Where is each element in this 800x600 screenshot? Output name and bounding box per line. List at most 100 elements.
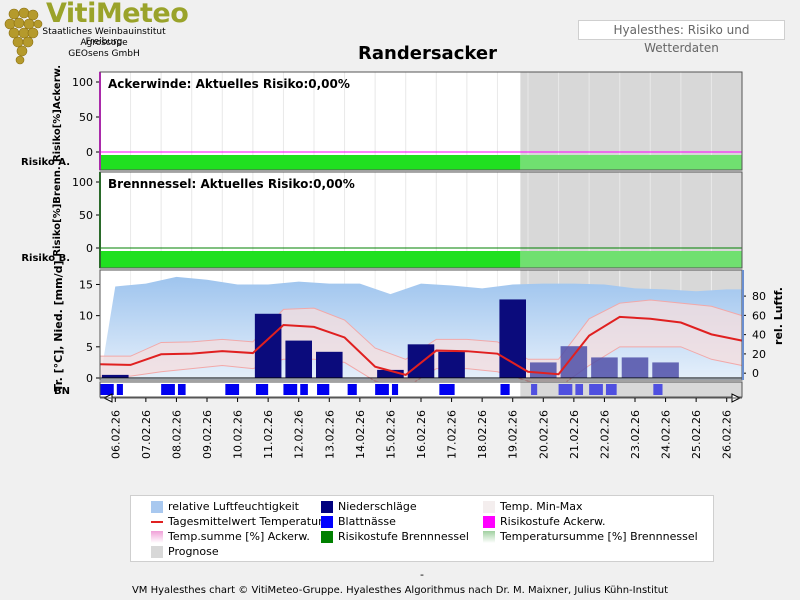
date-tick-label: 09.02.26 [201, 410, 214, 459]
legend-label: Tagesmittelwert Temperatur [168, 515, 323, 528]
temp-mean-line [99, 315, 743, 376]
legend-entry: relative Luftfeuchtigkeit [151, 499, 299, 514]
leaf-wetness-mark [653, 384, 663, 395]
leaf-wetness-mark [500, 384, 510, 395]
date-tick-label: 15.02.26 [384, 410, 397, 459]
weather-left-tick-label: 15 [79, 278, 93, 291]
date-tick-label: 25.02.26 [690, 410, 703, 459]
precipitation-bar [316, 351, 343, 378]
precipitation-bar [377, 369, 404, 378]
date-tick-label: 23.02.26 [629, 410, 642, 459]
date-tick-label: 18.02.26 [476, 410, 489, 459]
leaf-wetness-mark [575, 384, 584, 395]
legend-swatch [321, 501, 333, 513]
leaf-wetness-mark [605, 384, 617, 395]
ackerwinde-risk-label: Risiko A. [21, 157, 70, 168]
precipitation-bar [407, 344, 435, 378]
logo-line-3: GEOsens GmbH [68, 49, 140, 59]
date-tick-label: 21.02.26 [568, 410, 581, 459]
legend-label: Risikostufe Brennnessel [338, 530, 469, 543]
brennnessel-tick-label: 50 [79, 209, 93, 222]
date-tick-label: 19.02.26 [507, 410, 520, 459]
weather-right-tick-label: 60 [752, 309, 766, 322]
legend-entry: Risikostufe Brennnessel [321, 529, 469, 544]
leaf-wetness-mark [177, 384, 186, 395]
brennnessel-risk-level-bar [100, 251, 521, 268]
legend-swatch [321, 516, 333, 528]
brennnessel-tick-label: 100 [72, 176, 93, 189]
weather-left-tick-label: 5 [86, 341, 93, 354]
weather-right-tick-label: 80 [752, 290, 766, 303]
precipitation-bar [621, 357, 649, 378]
weather-right-tick-label: 40 [752, 329, 766, 342]
weather-right-tick-label: 0 [752, 367, 759, 380]
precipitation-bar [499, 299, 526, 378]
legend-swatch [151, 531, 163, 543]
date-tick-label: 17.02.26 [446, 410, 459, 459]
brennnessel-risk-label: Risiko B. [21, 253, 70, 264]
weather-right-tick-label: 20 [752, 348, 766, 361]
legend-label: Blattnässe [338, 515, 396, 528]
legend-entry: Blattnässe [321, 514, 396, 529]
header-badge: Hyalesthes: Risiko und Wetterdaten [578, 20, 785, 55]
precipitation-bar [438, 351, 465, 378]
legend-label: Temp. Min-Max [500, 500, 583, 513]
legend-swatch [483, 501, 495, 513]
leaf-wetness-mark [391, 384, 399, 395]
ackerwinde-panel-frame [99, 71, 743, 171]
ackerwinde-panel-title: Ackerwinde: Aktuelles Risiko:0,00% [108, 77, 350, 91]
footer-dash: - [420, 568, 424, 581]
leaf-wetness-mark [558, 384, 573, 395]
legend-swatch [483, 531, 495, 543]
leaf-wetness-mark [347, 384, 357, 395]
legend-swatch [483, 516, 495, 528]
date-tick-label: 26.02.26 [721, 410, 734, 459]
grape-logo-icon [4, 7, 43, 65]
brennnessel-panel-title: Brennnessel: Aktuelles Risiko:0,00% [108, 177, 355, 191]
leaf-wetness-mark [225, 384, 240, 395]
ackerwinde-tick-label: 50 [79, 111, 93, 124]
brennnessel-risk-level-forecast-bar [520, 251, 742, 268]
precipitation-bar [285, 340, 312, 378]
leaf-wetness-mark [531, 384, 538, 395]
leaf-wetness-mark [100, 384, 114, 395]
leaf-wetness-mark [161, 384, 175, 395]
ackerwinde-tick-label: 0 [86, 146, 93, 159]
legend-entry: Risikostufe Ackerw. [483, 514, 605, 529]
logo-line-1: Staatliches Weinbauinstitut Freiburg [42, 27, 166, 47]
legend-entry: Tagesmittelwert Temperatur [151, 514, 323, 529]
logo-line-2: Agroscope [80, 38, 128, 48]
date-tick-label: 14.02.26 [354, 410, 367, 459]
precipitation-bar [254, 313, 282, 378]
date-tick-label: 13.02.26 [323, 410, 336, 459]
legend: relative Luftfeuchtigkeit Niederschläge Te… [130, 495, 714, 562]
leaf-wetness-mark [116, 384, 123, 395]
date-tick-label: 08.02.26 [170, 410, 183, 459]
weather-ylabel-left: Tr. [°C], Nied. [mm/d] [52, 261, 65, 392]
legend-swatch [151, 501, 163, 513]
brennnessel-tick-label: 0 [86, 242, 93, 255]
weather-left-tick-label: 0 [86, 372, 93, 385]
precipitation-bar [652, 362, 679, 378]
ackerwinde-risk-level-forecast-bar [520, 155, 742, 170]
brennnessel-ylabel: Risiko[%]Brenn. [52, 166, 63, 256]
leaf-wetness-mark [375, 384, 389, 395]
date-tick-label: 10.02.26 [232, 410, 245, 459]
leaf-wetness-mark [589, 384, 603, 395]
date-tick-label: 07.02.26 [140, 410, 153, 459]
precipitation-bar [102, 374, 129, 378]
date-tick-label: 16.02.26 [415, 410, 428, 459]
chart-title: Randersacker [358, 43, 497, 64]
brennnessel-panel-frame [99, 171, 743, 269]
leaf-wetness-mark [283, 384, 298, 395]
bn-label: BN [54, 386, 70, 397]
legend-entry: Prognose [151, 544, 219, 559]
weather-ylabel-right: rel. Luftf. [772, 287, 785, 345]
legend-label: relative Luftfeuchtigkeit [168, 500, 299, 513]
legend-swatch [321, 531, 333, 543]
leaf-wetness-mark [300, 384, 308, 395]
legend-swatch [151, 546, 163, 558]
date-tick-label: 24.02.26 [660, 410, 673, 459]
legend-entry: Temp. Min-Max [483, 499, 583, 514]
